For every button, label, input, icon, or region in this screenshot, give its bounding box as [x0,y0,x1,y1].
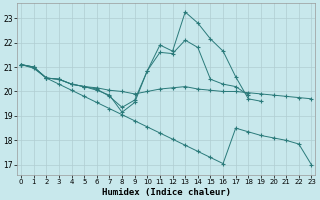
X-axis label: Humidex (Indice chaleur): Humidex (Indice chaleur) [102,188,231,197]
